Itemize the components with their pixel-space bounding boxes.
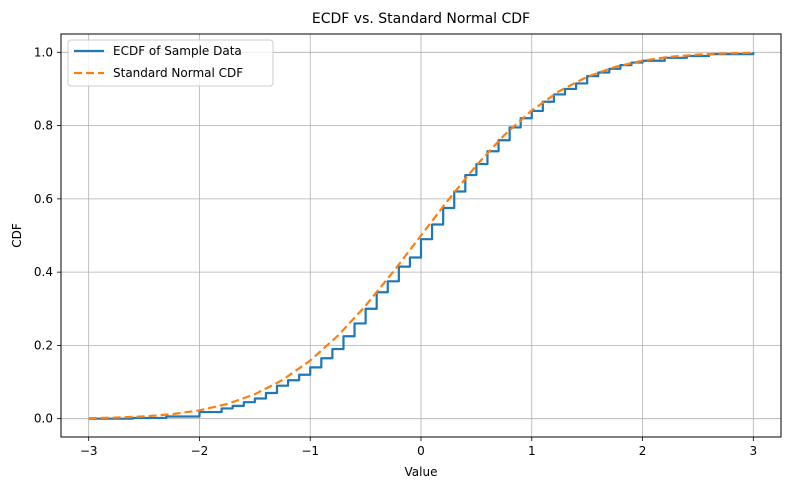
x-axis-ticks: −3 −2 −1 0 1 2 3 (80, 437, 757, 458)
y-tick-label: 1.0 (34, 45, 53, 59)
x-axis-label: Value (405, 465, 438, 479)
x-tick-label: 0 (417, 444, 425, 458)
series-line-1 (88, 52, 755, 420)
legend-box (67, 39, 274, 87)
legend-label-1: ECDF of Sample Data (113, 44, 242, 58)
legend-label-2: Standard Normal CDF (113, 66, 243, 80)
y-tick-label: 0.8 (34, 119, 53, 133)
x-tick-label: 1 (528, 444, 536, 458)
grid (61, 34, 781, 437)
x-tick-label: −2 (191, 444, 209, 458)
y-axis-label: CDF (10, 223, 24, 248)
series-layer (88, 51, 755, 420)
x-tick-label: 2 (639, 444, 647, 458)
legend: ECDF of Sample Data Standard Normal CDF (67, 39, 274, 87)
y-tick-label: 0.2 (34, 338, 53, 352)
series-line-2 (88, 51, 754, 420)
x-tick-label: 3 (749, 444, 757, 458)
y-axis-ticks: 0.0 0.2 0.4 0.6 0.8 1.0 (34, 45, 61, 426)
y-tick-label: 0.6 (34, 192, 53, 206)
chart-title: ECDF vs. Standard Normal CDF (312, 11, 530, 27)
y-tick-label: 0.0 (34, 412, 53, 426)
y-tick-label: 0.4 (34, 265, 53, 279)
x-tick-label: −3 (80, 444, 98, 458)
x-tick-label: −1 (301, 444, 319, 458)
